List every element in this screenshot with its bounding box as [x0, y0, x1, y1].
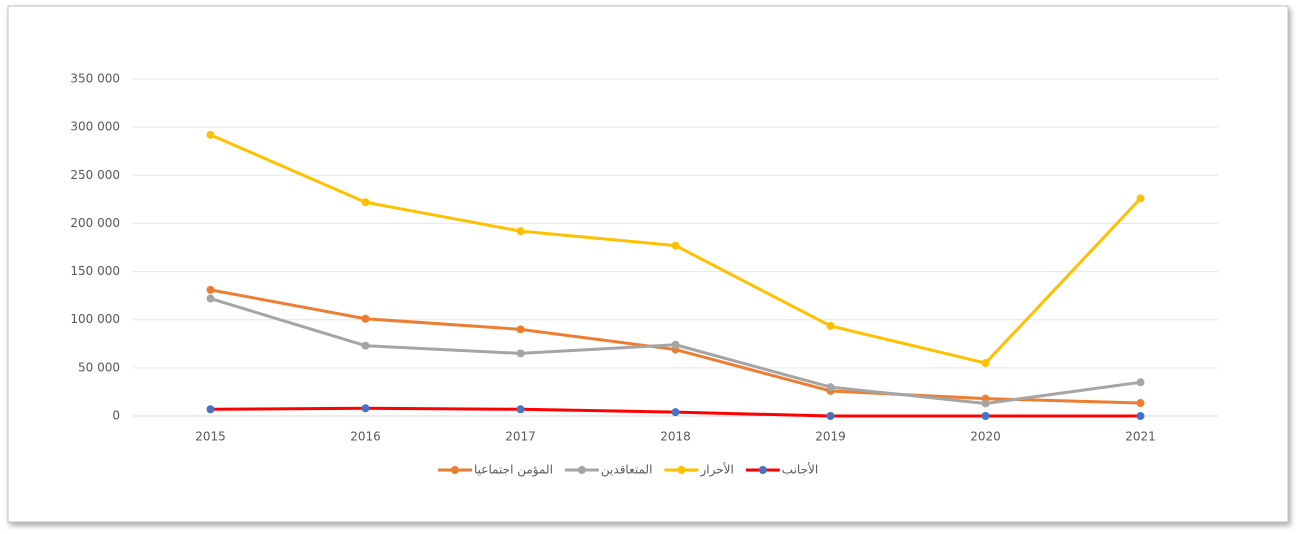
x-tick-label: 2015 [195, 430, 226, 444]
y-tick-label: 250 000 [70, 168, 120, 182]
legend-label: الأجانب [782, 462, 818, 477]
legend-marker [758, 466, 767, 474]
data-point [206, 294, 215, 303]
data-point [361, 404, 370, 413]
y-tick-label: 0 [112, 409, 120, 423]
x-tick-label: 2019 [815, 430, 846, 444]
x-tick-label: 2020 [970, 430, 1001, 444]
data-point [1136, 412, 1145, 420]
data-point [826, 412, 835, 420]
legend-marker [577, 466, 586, 474]
data-point [516, 227, 525, 236]
legend-marker [677, 466, 686, 474]
data-point [361, 314, 370, 323]
data-point [206, 130, 215, 139]
x-tick-label: 2018 [660, 430, 691, 444]
y-tick-label: 350 000 [70, 72, 120, 86]
data-point [981, 412, 990, 420]
legend-label: المتعاقدين [601, 463, 653, 478]
y-tick-label: 150 000 [70, 264, 120, 278]
data-point [516, 349, 525, 358]
y-tick-label: 100 000 [70, 312, 120, 326]
data-point [516, 325, 525, 334]
data-point [1136, 378, 1145, 387]
data-point [206, 405, 215, 414]
x-tick-label: 2017 [505, 430, 536, 444]
data-point [981, 359, 990, 368]
data-point [671, 340, 680, 349]
legend-marker [451, 466, 459, 474]
data-point [671, 241, 680, 250]
data-point [981, 399, 990, 408]
y-tick-label: 200 000 [70, 216, 120, 230]
data-point [826, 321, 835, 330]
data-point [361, 341, 370, 350]
data-point [1136, 399, 1145, 408]
data-point [206, 285, 215, 294]
data-point [361, 198, 370, 207]
chart-frame [7, 5, 1289, 523]
data-point [516, 405, 525, 414]
x-tick-label: 2016 [350, 430, 381, 444]
y-tick-label: 50 000 [78, 360, 120, 374]
legend-label: الأحرار [699, 462, 733, 478]
x-tick-label: 2021 [1125, 430, 1156, 444]
data-point [826, 383, 835, 392]
data-point [671, 408, 680, 417]
data-point [1136, 194, 1145, 203]
legend-label: المؤمن اجتماعيا [474, 463, 553, 478]
y-tick-label: 300 000 [70, 120, 120, 134]
